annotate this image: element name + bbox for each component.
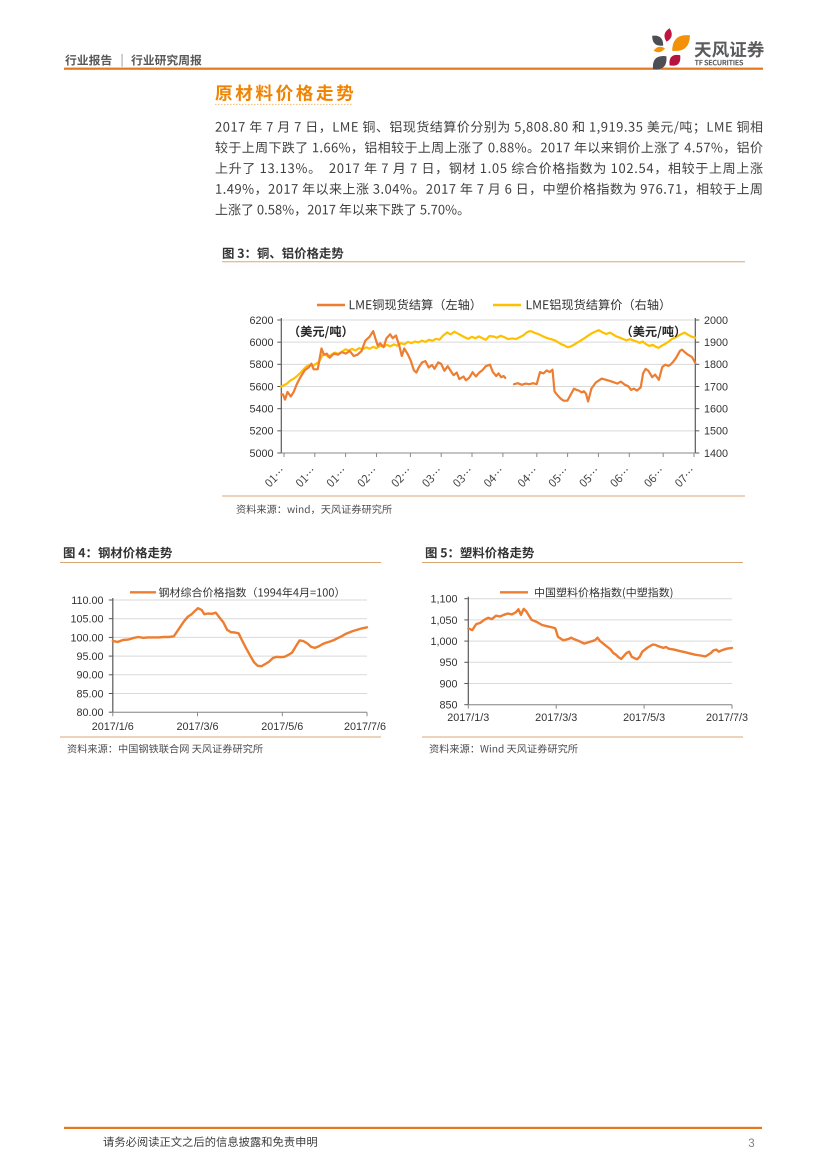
svg-text:90.00: 90.00 — [76, 670, 103, 682]
svg-text:105.00: 105.00 — [70, 614, 103, 626]
svg-text:100.00: 100.00 — [70, 632, 103, 644]
svg-text:850: 850 — [439, 700, 457, 712]
svg-text:5200: 5200 — [249, 426, 273, 438]
svg-text:5600: 5600 — [249, 381, 273, 393]
svg-text:1,000: 1,000 — [430, 636, 457, 648]
svg-text:1700: 1700 — [704, 381, 728, 393]
svg-text:5400: 5400 — [249, 404, 273, 416]
svg-text:1600: 1600 — [704, 404, 728, 416]
svg-text:900: 900 — [439, 678, 457, 690]
svg-text:80.00: 80.00 — [76, 707, 103, 719]
svg-text:5000: 5000 — [249, 448, 273, 460]
svg-text:1,100: 1,100 — [430, 594, 457, 606]
svg-text:1500: 1500 — [704, 426, 728, 438]
svg-text:2017/5/3: 2017/5/3 — [623, 712, 665, 724]
svg-text:85.00: 85.00 — [76, 688, 103, 700]
svg-text:110.00: 110.00 — [71, 595, 103, 607]
svg-text:3: 3 — [748, 1138, 754, 1150]
svg-text:2017/3/3: 2017/3/3 — [535, 712, 577, 724]
svg-text:2017/7/3: 2017/7/3 — [706, 712, 748, 724]
svg-text:6000: 6000 — [249, 337, 273, 349]
svg-text:95.00: 95.00 — [76, 651, 103, 663]
svg-text:2017/1/3: 2017/1/3 — [447, 712, 489, 724]
svg-text:2017/3/6: 2017/3/6 — [176, 721, 218, 733]
svg-text:2017/7/6: 2017/7/6 — [344, 721, 386, 733]
svg-text:6200: 6200 — [249, 315, 273, 327]
svg-text:1800: 1800 — [704, 359, 728, 371]
svg-text:2017/5/6: 2017/5/6 — [261, 721, 303, 733]
svg-text:1900: 1900 — [704, 337, 728, 349]
svg-text:2000: 2000 — [704, 315, 728, 327]
svg-text:1400: 1400 — [704, 448, 728, 460]
svg-text:2017/1/6: 2017/1/6 — [92, 721, 134, 733]
svg-text:5800: 5800 — [249, 359, 273, 371]
svg-text:950: 950 — [439, 657, 457, 669]
svg-text:1,050: 1,050 — [430, 615, 457, 627]
